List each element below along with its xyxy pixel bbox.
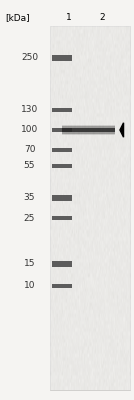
Text: 70: 70 [24, 146, 35, 154]
Bar [62, 124, 115, 135]
Bar [52, 216, 72, 220]
Bar [52, 164, 72, 168]
Text: 100: 100 [21, 126, 38, 134]
Bar [52, 148, 72, 152]
Text: 55: 55 [24, 162, 35, 170]
Text: [kDa]: [kDa] [5, 14, 30, 22]
Bar [62, 128, 115, 132]
Bar [50, 26, 130, 390]
Bar [52, 108, 72, 112]
Text: 1: 1 [66, 14, 72, 22]
Bar [52, 148, 72, 152]
Bar [52, 108, 72, 112]
Bar [52, 261, 72, 267]
Bar [52, 195, 72, 201]
Text: 15: 15 [24, 260, 35, 268]
Bar [52, 216, 72, 220]
Text: 35: 35 [24, 194, 35, 202]
Text: 25: 25 [24, 214, 35, 222]
Bar [52, 55, 72, 61]
Bar [52, 128, 72, 132]
Bar [52, 216, 72, 220]
Bar [52, 128, 72, 132]
Bar [52, 195, 72, 201]
Text: 130: 130 [21, 106, 38, 114]
Text: 250: 250 [21, 54, 38, 62]
Bar [52, 164, 72, 168]
Text: 2: 2 [99, 14, 105, 22]
Bar [52, 128, 72, 132]
Bar [52, 284, 72, 288]
Bar [52, 284, 72, 288]
Bar [52, 262, 72, 267]
Bar [52, 55, 72, 61]
Bar [52, 108, 72, 112]
Text: 10: 10 [24, 282, 35, 290]
Bar [52, 284, 72, 288]
Bar [52, 148, 72, 152]
Bar [62, 126, 115, 134]
Bar [52, 261, 72, 267]
Polygon shape [120, 123, 124, 137]
Bar [52, 164, 72, 168]
Bar [52, 196, 72, 201]
Bar [52, 55, 72, 60]
